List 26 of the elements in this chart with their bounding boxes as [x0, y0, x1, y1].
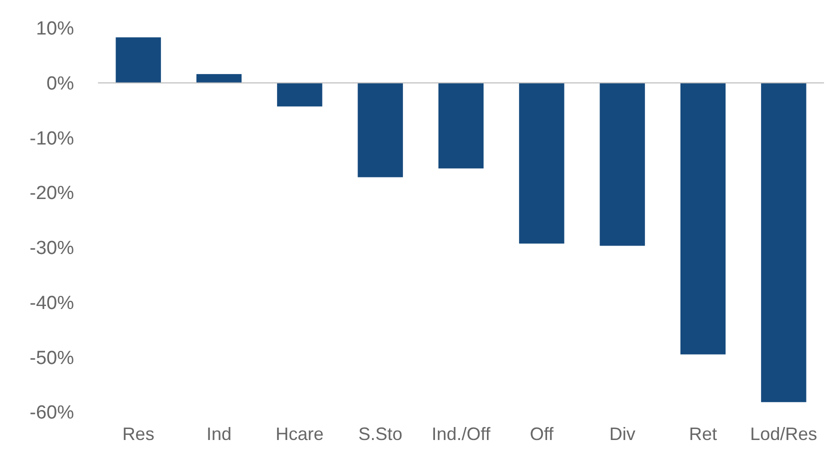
y-tick-label: -20% — [30, 183, 74, 204]
bar — [116, 37, 161, 83]
bar — [519, 82, 564, 244]
y-tick-label: -30% — [30, 238, 74, 260]
x-tick-label: Lod/Res — [750, 424, 818, 444]
x-tick-label: Hcare — [276, 424, 324, 444]
bar — [358, 82, 403, 178]
y-tick-label: 0% — [46, 74, 74, 95]
y-tick-label: -50% — [30, 348, 74, 369]
bar — [761, 82, 806, 402]
bar — [680, 82, 726, 354]
y-tick-label: -40% — [30, 292, 74, 314]
bar — [196, 74, 242, 83]
x-tick-label: S.Sto — [358, 424, 402, 444]
x-tick-label: Off — [530, 424, 554, 444]
bar — [600, 82, 645, 246]
x-tick-label: Res — [122, 424, 154, 444]
y-tick-label: -60% — [30, 402, 74, 424]
y-tick-label: -10% — [30, 128, 74, 150]
y-tick-label: 10% — [36, 18, 74, 40]
bar — [277, 82, 322, 106]
x-tick-label: Ret — [688, 424, 718, 444]
x-tick-label: Div — [609, 424, 636, 444]
x-tick-label: Ind — [206, 424, 232, 444]
x-tick-label: Ind./Off — [432, 424, 492, 444]
bar — [438, 82, 484, 168]
